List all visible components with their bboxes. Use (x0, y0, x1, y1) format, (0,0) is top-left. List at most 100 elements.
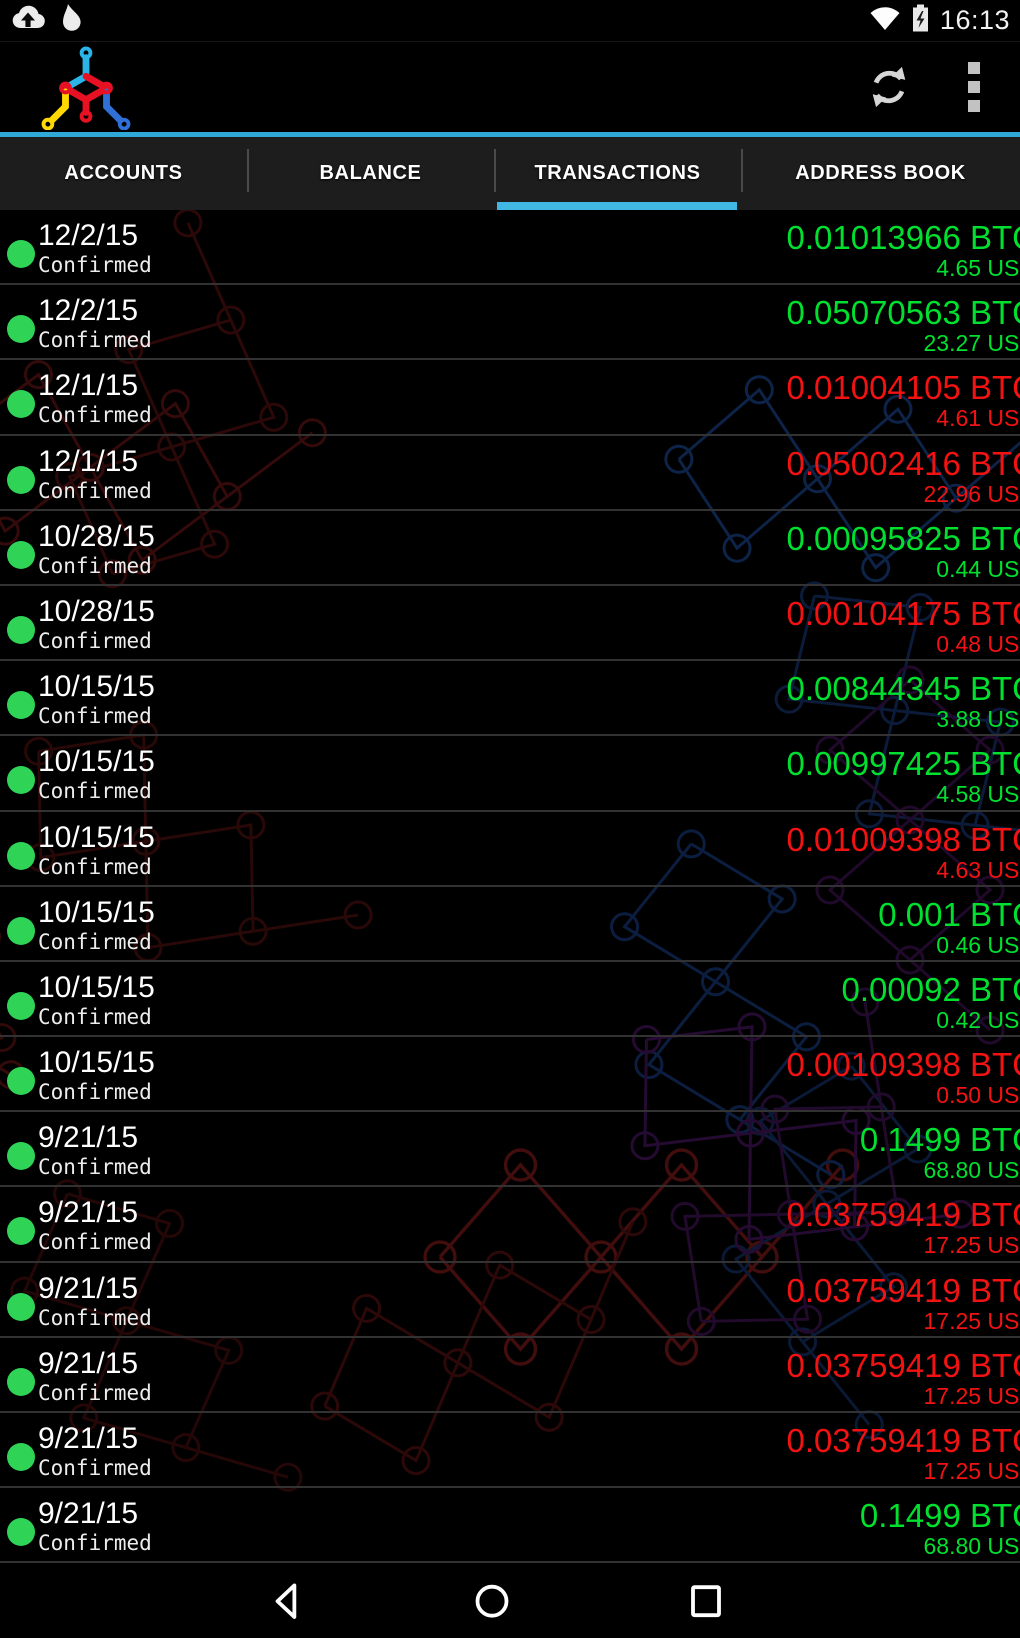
transaction-row[interactable]: 9/21/15 Confirmed 0.03759419 BTC 17.25 U… (0, 1263, 1020, 1338)
confirmed-dot-icon (7, 615, 35, 644)
transaction-amount-usd: 17.25 USD (923, 1307, 1020, 1334)
transaction-status: Confirmed (38, 1531, 152, 1556)
transaction-row[interactable]: 10/15/15 Confirmed 0.00844345 BTC 3.88 U… (0, 661, 1020, 737)
tab-balance[interactable]: BALANCE (247, 137, 494, 210)
transaction-row[interactable]: 9/21/15 Confirmed 0.1499 BTC 68.80 USD (0, 1112, 1020, 1188)
transaction-date: 10/15/15 (38, 970, 155, 1004)
confirmed-dot-icon (7, 465, 35, 494)
transaction-amount-btc: 0.1499 BTC (859, 1121, 1020, 1159)
transaction-date: 12/1/15 (38, 444, 139, 478)
clock: 16:13 (939, 5, 1010, 35)
transaction-row[interactable]: 10/15/15 Confirmed 0.00109398 BTC 0.50 U… (0, 1037, 1020, 1113)
battery-charging-icon (911, 3, 930, 38)
transaction-amount-btc: 0.01004105 BTC (786, 369, 1020, 407)
transaction-row[interactable]: 10/28/15 Confirmed 0.00095825 BTC 0.44 U… (0, 511, 1020, 586)
tab-address-book[interactable]: ADDRESS BOOK (741, 137, 1020, 210)
transaction-date: 9/21/15 (38, 1422, 139, 1455)
transaction-row[interactable]: 9/21/15 Confirmed 0.1499 BTC 68.80 USD (0, 1488, 1020, 1564)
transaction-date: 10/15/15 (38, 1046, 155, 1080)
transaction-amount-btc: 0.03759419 BTC (786, 1346, 1020, 1384)
app-bar (0, 42, 1020, 132)
confirmed-dot-icon (7, 691, 35, 720)
tab-accounts[interactable]: ACCOUNTS (64, 162, 183, 184)
transaction-amount-btc: 0.00092 BTC (841, 970, 1020, 1008)
confirmed-dot-icon (7, 1217, 35, 1246)
transaction-amount-usd: 0.50 USD (936, 1082, 1020, 1109)
transaction-date: 9/21/15 (38, 1121, 139, 1155)
confirmed-dot-icon (7, 390, 35, 419)
transaction-status: Confirmed (38, 1004, 152, 1029)
navigation-bar (0, 1564, 1020, 1638)
transaction-amount-usd: 68.80 USD (923, 1157, 1020, 1184)
transaction-date: 12/2/15 (38, 294, 139, 328)
transaction-amount-usd: 4.65 USD (936, 255, 1020, 281)
transaction-date: 12/2/15 (38, 219, 139, 252)
transaction-amount-btc: 0.03759419 BTC (786, 1271, 1020, 1309)
tab-transactions[interactable]: TRANSACTIONS (494, 137, 741, 210)
confirmed-dot-icon (7, 540, 35, 569)
status-bar: 16:13 (0, 0, 1020, 42)
confirmed-dot-icon (7, 916, 35, 945)
transaction-status: Confirmed (38, 328, 152, 353)
cloud-upload-icon (10, 4, 46, 37)
transaction-row[interactable]: 12/1/15 Confirmed 0.01004105 BTC 4.61 US… (0, 360, 1020, 436)
transaction-status: Confirmed (38, 1305, 152, 1330)
transaction-status: Confirmed (38, 478, 152, 503)
confirmed-dot-icon (7, 1518, 35, 1547)
transaction-date: 10/15/15 (38, 895, 155, 929)
transaction-date: 9/21/15 (38, 1271, 139, 1305)
transaction-status: Confirmed (38, 1155, 152, 1180)
transaction-list[interactable]: 12/2/15 Confirmed 0.01013966 BTC 4.65 US… (0, 210, 1020, 1564)
transaction-amount-usd: 4.61 USD (936, 405, 1020, 432)
tab-bar: ACCOUNTS BALANCE TRANSACTIONS ADDRESS BO… (0, 137, 1020, 210)
transaction-status: Confirmed (38, 1380, 152, 1405)
transaction-status: Confirmed (38, 1080, 152, 1105)
transaction-row[interactable]: 10/28/15 Confirmed 0.00104175 BTC 0.48 U… (0, 586, 1020, 662)
transaction-row[interactable]: 10/15/15 Confirmed 0.01009398 BTC 4.63 U… (0, 812, 1020, 887)
transaction-date: 10/15/15 (38, 820, 155, 854)
home-icon[interactable] (472, 1581, 512, 1626)
transaction-amount-usd: 0.44 USD (936, 555, 1020, 582)
transaction-status: Confirmed (38, 779, 152, 804)
transaction-date: 10/28/15 (38, 594, 155, 628)
transaction-amount-usd: 0.42 USD (936, 1006, 1020, 1033)
back-icon[interactable] (268, 1581, 306, 1626)
transaction-row[interactable]: 12/2/15 Confirmed 0.05070563 BTC 23.27 U… (0, 285, 1020, 361)
transaction-status: Confirmed (38, 704, 152, 729)
transaction-row[interactable]: 10/15/15 Confirmed 0.00997425 BTC 4.58 U… (0, 736, 1020, 812)
transaction-date: 10/15/15 (38, 745, 155, 779)
transaction-amount-usd: 0.48 USD (936, 630, 1020, 657)
refresh-icon[interactable] (866, 64, 912, 110)
transaction-amount-btc: 0.03759419 BTC (786, 1196, 1020, 1234)
transaction-amount-btc: 0.01009398 BTC (786, 820, 1020, 858)
transaction-row[interactable]: 9/21/15 Confirmed 0.03759419 BTC 17.25 U… (0, 1338, 1020, 1413)
transaction-row[interactable]: 12/2/15 Confirmed 0.01013966 BTC 4.65 US… (0, 210, 1020, 286)
transaction-date: 9/21/15 (38, 1346, 139, 1380)
transaction-status: Confirmed (38, 929, 152, 954)
transaction-row[interactable]: 10/15/15 Confirmed 0.00092 BTC 0.42 USD (0, 962, 1020, 1038)
transaction-status: Confirmed (38, 553, 152, 578)
transaction-amount-usd: 22.96 USD (923, 480, 1020, 507)
confirmed-dot-icon (7, 991, 35, 1020)
transaction-amount-btc: 0.00997425 BTC (786, 745, 1020, 783)
transaction-row[interactable]: 12/1/15 Confirmed 0.05002416 BTC 22.96 U… (0, 436, 1020, 511)
recents-icon[interactable] (687, 1581, 725, 1626)
transaction-row[interactable]: 9/21/15 Confirmed 0.03759419 BTC 17.25 U… (0, 1187, 1020, 1263)
tab-indicator (497, 202, 737, 210)
app-bar-divider (0, 132, 1020, 137)
transaction-amount-usd: 23.27 USD (923, 330, 1020, 357)
transaction-amount-usd: 4.58 USD (936, 781, 1020, 808)
transaction-amount-btc: 0.03759419 BTC (786, 1422, 1020, 1459)
confirmed-dot-icon (7, 1443, 35, 1471)
transaction-row[interactable]: 10/15/15 Confirmed 0.001 BTC 0.46 USD (0, 887, 1020, 962)
transaction-amount-usd: 4.63 USD (936, 856, 1020, 883)
transaction-status: Confirmed (38, 403, 152, 428)
transaction-row[interactable]: 9/21/15 Confirmed 0.03759419 BTC 17.25 U… (0, 1413, 1020, 1489)
transaction-amount-btc: 0.00104175 BTC (786, 594, 1020, 632)
transaction-date: 9/21/15 (38, 1497, 139, 1531)
transaction-amount-btc: 0.00109398 BTC (786, 1046, 1020, 1084)
overflow-menu-icon[interactable] (964, 58, 984, 116)
status-bar-notifications (10, 2, 83, 39)
transaction-date: 12/1/15 (38, 369, 139, 403)
transaction-amount-btc: 0.00095825 BTC (786, 519, 1020, 557)
